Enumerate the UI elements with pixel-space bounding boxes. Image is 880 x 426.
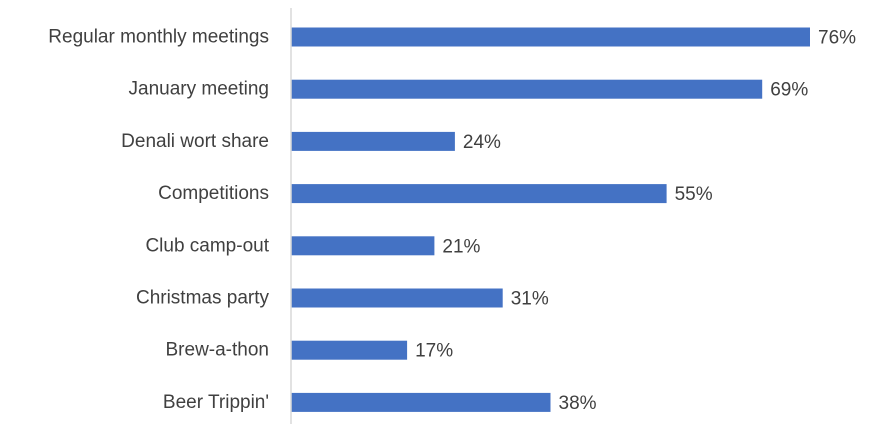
bar-7 <box>291 392 551 412</box>
value-label: 55% <box>675 184 713 205</box>
value-label: 24% <box>463 132 501 153</box>
category-label: Denali wort share <box>121 131 269 152</box>
bar-1 <box>291 79 763 99</box>
value-labels-group: 76% 69% 24% 55% 21% 31% 17% 38% <box>415 28 856 414</box>
value-label: 38% <box>559 393 597 414</box>
category-label: Competitions <box>158 183 269 204</box>
bar-3 <box>291 184 667 204</box>
value-label: 17% <box>415 341 453 362</box>
category-label: Beer Trippin' <box>163 392 269 413</box>
value-label: 21% <box>442 236 480 257</box>
bars-group <box>291 27 810 412</box>
bar-0 <box>291 27 810 47</box>
category-labels-group: Regular monthly meetings January meeting D… <box>48 27 269 413</box>
category-label: Christmas party <box>136 288 270 309</box>
category-label: January meeting <box>129 79 269 100</box>
bar-4 <box>291 236 435 256</box>
category-label: Brew-a-thon <box>166 340 270 361</box>
value-label: 76% <box>818 28 856 49</box>
bar-2 <box>291 131 455 151</box>
category-label: Club camp-out <box>145 235 269 256</box>
value-label: 69% <box>770 80 808 101</box>
value-label: 31% <box>511 289 549 310</box>
bar-5 <box>291 288 503 308</box>
category-label: Regular monthly meetings <box>48 27 269 48</box>
bar-6 <box>291 340 408 360</box>
